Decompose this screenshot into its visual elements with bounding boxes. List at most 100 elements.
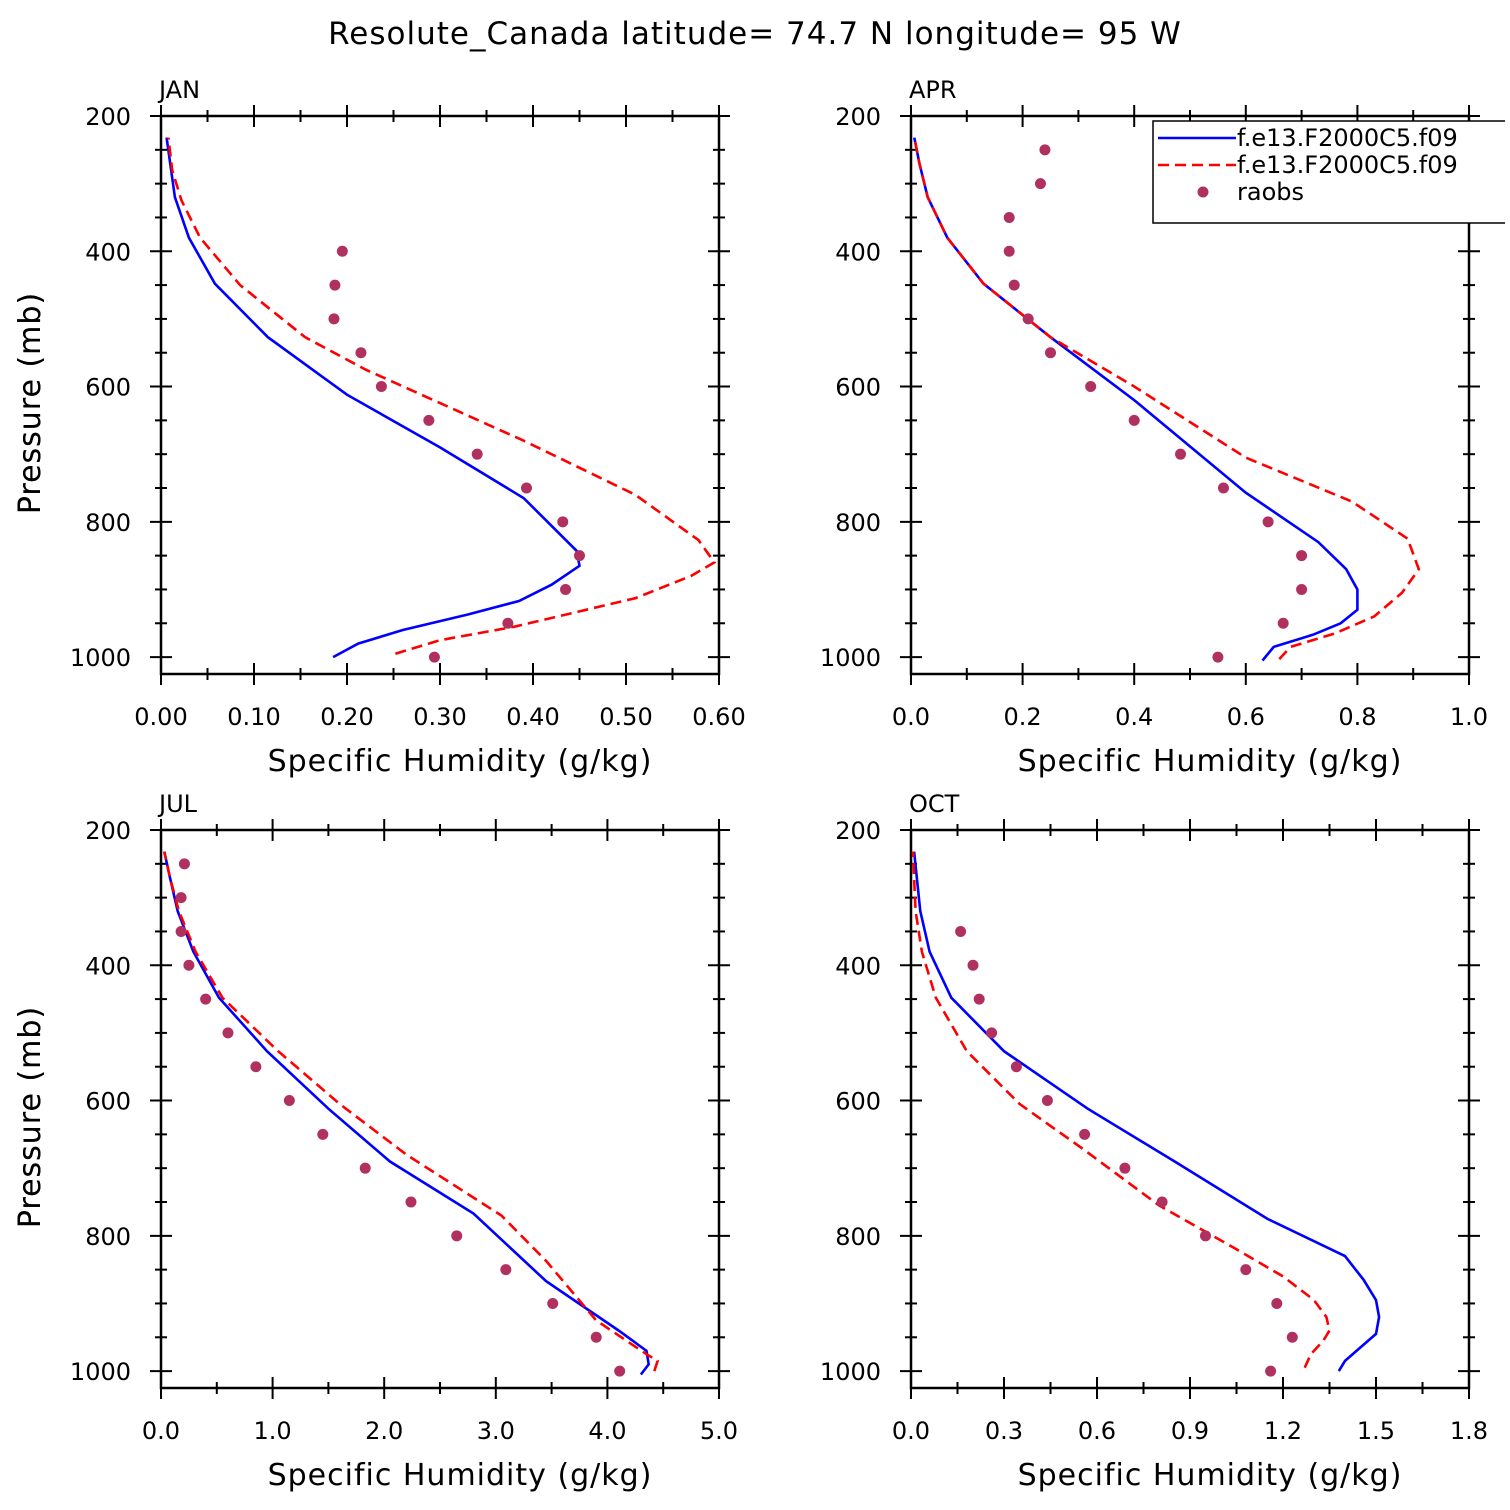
y-tick-label: 800: [85, 509, 131, 537]
x-tick-label: 0.0: [142, 1417, 180, 1445]
x-tick-label: 3.0: [477, 1417, 515, 1445]
series-line-solid: [912, 851, 1381, 1372]
series-line-solid: [163, 851, 651, 1376]
y-axis-label: Pressure (mb): [13, 1006, 48, 1228]
x-tick-label: 0.00: [134, 703, 187, 731]
raobs-point: [1156, 1196, 1168, 1208]
y-tick-label: 600: [85, 374, 131, 402]
y-tick-label: 800: [835, 1223, 881, 1251]
x-tick-label: 0.9: [1171, 1417, 1209, 1445]
raobs-point: [428, 651, 440, 663]
x-tick-label: 0.3: [985, 1417, 1023, 1445]
y-tick-label: 1000: [820, 1358, 881, 1386]
raobs-point: [1240, 1264, 1252, 1276]
raobs-point: [1265, 1365, 1277, 1377]
panel-label: APR: [909, 76, 957, 104]
raobs-point: [500, 1264, 512, 1276]
raobs-point: [1175, 448, 1187, 460]
legend-label: f.e13.F2000C5.f09: [1237, 124, 1458, 152]
raobs-point: [1200, 1230, 1211, 1242]
y-tick-label: 400: [835, 238, 881, 266]
raobs-point: [1212, 651, 1224, 663]
y-tick-label: 400: [85, 238, 131, 266]
plot-frame: [159, 114, 721, 676]
x-tick-label: 0.0: [892, 1417, 930, 1445]
raobs-point: [175, 925, 187, 937]
y-tick-label: 1000: [820, 644, 881, 672]
raobs-point: [222, 1027, 234, 1039]
raobs-point: [1008, 279, 1020, 291]
plot-frame: [909, 828, 1471, 1390]
panel-label: JAN: [157, 76, 200, 104]
y-tick-label: 1000: [70, 644, 131, 672]
raobs-point: [1271, 1297, 1283, 1309]
x-tick-label: 4.0: [588, 1417, 626, 1445]
raobs-point: [359, 1162, 371, 1174]
raobs-point: [1217, 482, 1229, 494]
raobs-point: [405, 1196, 417, 1208]
raobs-point: [1079, 1128, 1091, 1140]
x-tick-label: 0.0: [892, 703, 930, 731]
raobs-point: [183, 959, 195, 971]
y-tick-label: 400: [85, 952, 131, 980]
x-tick-label: 0.8: [1338, 703, 1376, 731]
series-line-dashed: [913, 137, 1421, 660]
raobs-point: [355, 347, 367, 359]
raobs-point: [520, 482, 532, 494]
x-tick-label: 0.2: [1004, 703, 1042, 731]
raobs-point: [336, 245, 348, 257]
raobs-point: [471, 448, 483, 460]
series-raobs: [328, 245, 585, 663]
y-tick-label: 200: [835, 103, 881, 131]
x-tick-label: 1.0: [1450, 703, 1488, 731]
series-raobs: [1003, 144, 1308, 663]
x-tick-label: 0.10: [227, 703, 280, 731]
raobs-point: [283, 1095, 295, 1107]
x-tick-label: 0.4: [1115, 703, 1153, 731]
legend-label: f.e13.F2000C5.f09: [1237, 151, 1458, 179]
y-tick-label: 800: [85, 1223, 131, 1251]
y-tick-label: 600: [835, 1088, 881, 1116]
raobs-point: [1003, 245, 1015, 257]
y-tick-label: 200: [85, 817, 131, 845]
raobs-point: [1277, 617, 1289, 629]
panels: 0.00 0.10 0.20 0.30 0.40 0.50 0.60 200 400 600 800…: [13, 76, 1488, 1493]
y-tick-label: 200: [85, 103, 131, 131]
raobs-point: [502, 617, 514, 629]
series-raobs: [955, 925, 1298, 1377]
y-tick-label: 1000: [70, 1358, 131, 1386]
raobs-point: [590, 1331, 602, 1343]
panel-jan: 0.00 0.10 0.20 0.30 0.40 0.50 0.60 200 400 600 800…: [13, 76, 746, 779]
raobs-point: [1003, 211, 1015, 223]
raobs-point: [1039, 144, 1051, 156]
figure-title: Resolute_Canada latitude= 74.7 N longitu…: [328, 16, 1182, 52]
x-axis-label: Specific Humidity (g/kg): [268, 1458, 653, 1493]
raobs-point: [557, 516, 569, 528]
x-tick-label: 0.6: [1078, 1417, 1116, 1445]
x-tick-label: 0.50: [599, 703, 652, 731]
raobs-point: [1022, 313, 1034, 325]
series-raobs: [175, 858, 626, 1377]
raobs-point: [329, 279, 341, 291]
raobs-point: [1041, 1095, 1053, 1107]
panel-label: OCT: [909, 790, 960, 818]
raobs-point: [1296, 583, 1308, 595]
x-tick-label: 1.5: [1357, 1417, 1395, 1445]
raobs-point: [317, 1128, 329, 1140]
raobs-point: [328, 313, 340, 325]
panel-apr: 0.0 0.2 0.4 0.6 0.8 1.0 200 400 600 800 1000 APR Spe…: [13, 76, 1488, 779]
raobs-point: [1034, 178, 1046, 190]
raobs-point: [1010, 1061, 1022, 1073]
raobs-point: [1119, 1162, 1131, 1174]
raobs-point: [375, 381, 387, 393]
y-tick-label: 400: [835, 952, 881, 980]
raobs-point: [547, 1297, 559, 1309]
x-axis-label: Specific Humidity (g/kg): [1018, 1458, 1403, 1493]
x-tick-label: 1.0: [254, 1417, 292, 1445]
panel-oct: 0.0 0.3 0.6 0.9 1.2 1.5 1.8 200 400 600 800 1000 OCT…: [13, 790, 1488, 1493]
series-line-solid: [165, 137, 581, 659]
raobs-point: [955, 925, 967, 937]
panel-jul: 0.0 1.0 2.0 3.0 4.0 5.0 200 400 600 800 1000 JUL Spe…: [13, 790, 738, 1493]
